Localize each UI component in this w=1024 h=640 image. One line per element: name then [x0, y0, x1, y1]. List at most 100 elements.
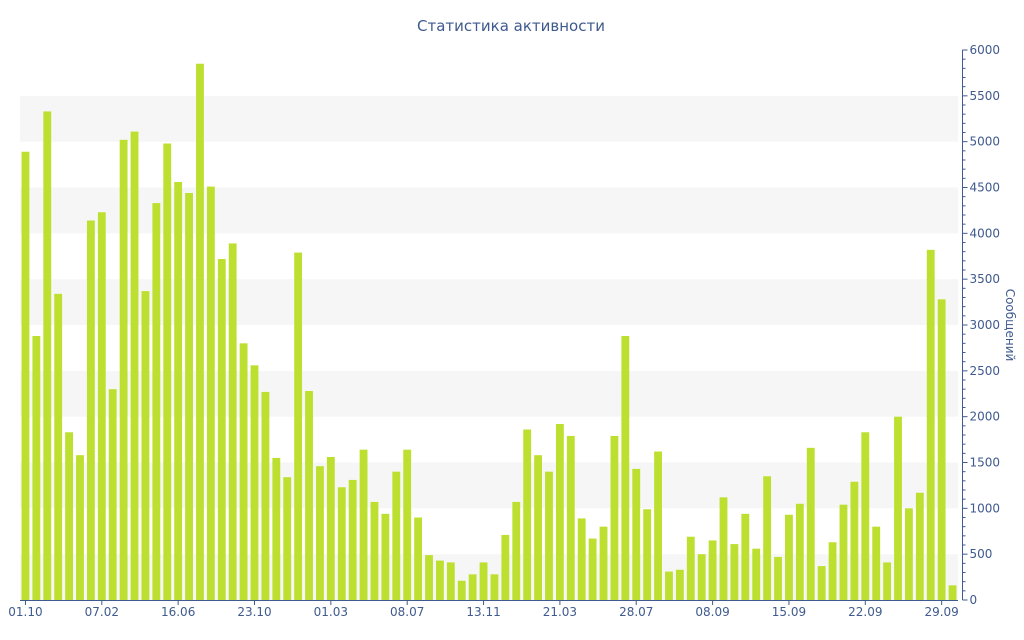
bar — [632, 468, 641, 600]
bar — [403, 449, 412, 600]
grid-band — [20, 279, 958, 325]
bar — [894, 416, 902, 600]
bar — [708, 540, 717, 600]
bar — [152, 203, 161, 600]
y-tick-label: 5000 — [970, 135, 1001, 149]
bar — [795, 503, 804, 600]
bar — [337, 487, 346, 600]
grid-band — [20, 95, 958, 142]
bar — [534, 455, 542, 600]
bar — [675, 569, 684, 600]
bar — [446, 562, 455, 600]
bar — [774, 556, 782, 600]
bar — [872, 526, 881, 600]
bar — [817, 566, 826, 600]
bar — [43, 111, 52, 601]
bar — [206, 186, 215, 600]
bar — [610, 435, 619, 600]
bar — [915, 492, 924, 600]
bar — [501, 534, 510, 600]
x-tick-label: 21.03 — [543, 605, 577, 619]
bar — [130, 131, 139, 600]
bar — [577, 518, 586, 600]
y-tick-label: 1500 — [970, 456, 1001, 470]
bar — [457, 580, 466, 600]
bar — [861, 432, 870, 600]
bar — [348, 479, 357, 600]
chart-title: Статистика активности — [417, 17, 605, 35]
y-tick-label: 500 — [970, 547, 993, 561]
y-tick-label: 1000 — [970, 501, 1001, 515]
bar — [806, 447, 815, 600]
bar — [32, 336, 41, 600]
x-tick-label: 22.09 — [848, 605, 882, 619]
bar — [697, 554, 706, 600]
bar — [883, 562, 892, 600]
x-tick-label: 08.07 — [390, 605, 424, 619]
bars — [21, 63, 957, 601]
bar — [904, 508, 913, 600]
y-axis: 0 500 1000 1500 2000 2500 3000 3500 4000 4500 5000… — [962, 43, 1001, 607]
x-tick-label: 23.10 — [237, 605, 271, 619]
bar — [763, 476, 772, 600]
bar — [76, 455, 84, 600]
y-tick-label: 6000 — [970, 43, 1001, 57]
bar — [654, 451, 662, 600]
bar — [272, 457, 281, 600]
bar — [392, 471, 401, 600]
y-tick-label: 2000 — [970, 410, 1001, 424]
y-tick-label: 3500 — [970, 272, 1001, 286]
bar — [97, 212, 106, 600]
bar — [523, 429, 532, 600]
bar — [305, 391, 313, 600]
bar — [261, 391, 270, 600]
bar — [948, 585, 957, 600]
bar — [174, 182, 183, 600]
grid-band — [20, 462, 958, 509]
x-tick-label: 01.03 — [314, 605, 348, 619]
x-tick-label: 28.07 — [619, 605, 653, 619]
bar — [512, 501, 521, 600]
x-tick-label: 01.10 — [8, 605, 42, 619]
y-tick-label: 2500 — [970, 364, 1001, 378]
bar — [370, 501, 379, 600]
x-tick-label: 29.09 — [924, 605, 958, 619]
bar — [828, 542, 837, 600]
x-tick-label: 15.09 — [772, 605, 806, 619]
x-tick-label: 07.02 — [85, 605, 119, 619]
bar — [294, 252, 303, 600]
bar — [86, 220, 95, 600]
bar — [926, 249, 935, 600]
grid-band — [20, 370, 958, 417]
bar — [283, 477, 292, 600]
bar — [54, 293, 63, 600]
bar — [108, 389, 117, 600]
bar — [545, 471, 553, 600]
bar — [686, 536, 695, 600]
y-tick-label: 4000 — [970, 226, 1001, 240]
bar — [566, 435, 575, 600]
bar — [839, 504, 848, 600]
bar — [65, 432, 73, 600]
bar — [217, 259, 226, 600]
x-tick-label: 08.09 — [695, 605, 729, 619]
bar — [141, 291, 150, 600]
bar — [435, 560, 444, 600]
bar — [665, 571, 673, 600]
bar — [555, 424, 564, 600]
grid-bands — [20, 95, 958, 600]
bar — [588, 538, 597, 600]
y-tick-label: 4500 — [970, 181, 1001, 195]
bar — [326, 457, 335, 600]
x-axis: 01.10 07.02 16.06 23.10 01.03 08.07 13.11 21.03… — [8, 600, 959, 619]
bar — [490, 574, 499, 600]
y-axis-title: Сообщений — [1003, 289, 1017, 362]
bar — [228, 243, 237, 601]
grid-band — [20, 554, 958, 600]
x-tick-label: 13.11 — [466, 605, 500, 619]
bar — [239, 343, 248, 600]
grid-band — [20, 187, 958, 234]
bar — [621, 336, 630, 600]
